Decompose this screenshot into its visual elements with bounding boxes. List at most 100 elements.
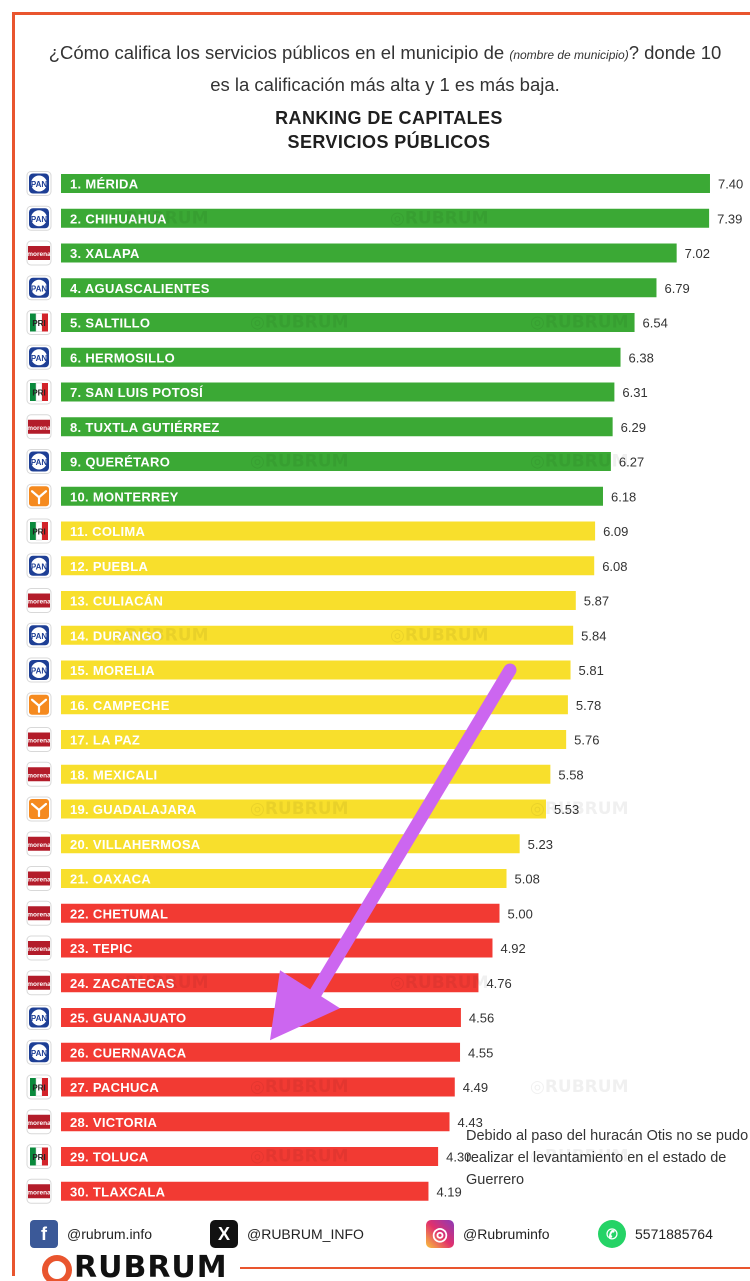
bar-category-label: 11. COLIMA — [70, 524, 146, 539]
rubrum-watermark: ◎RUBRUM — [250, 1147, 349, 1167]
bar-value-label: 4.92 — [500, 941, 525, 956]
bar — [61, 486, 603, 506]
rubrum-watermark: ◎RUBRUM — [530, 313, 629, 333]
morena-logo-icon — [28, 593, 50, 608]
bar-value-label: 6.79 — [664, 281, 689, 296]
pri-green-icon — [30, 313, 36, 332]
bar — [61, 278, 657, 298]
bar-category-label: 23. TEPIC — [70, 941, 133, 956]
ranking-bar-chart: 1. MÉRIDA 7.40 PAN 2. CHIHUAHUA 7.39 PAN 3. XA… — [26, 171, 743, 1204]
bar — [61, 452, 611, 471]
pan-circle-icon — [31, 557, 47, 574]
bar — [61, 625, 574, 645]
bar-value-label: 4.55 — [468, 1045, 493, 1060]
bar-value-label: 6.18 — [611, 489, 636, 504]
bar — [61, 591, 576, 610]
morena-logo-icon — [28, 906, 50, 921]
morena-logo-icon — [28, 871, 50, 886]
pan-letters-icon: PAN — [31, 667, 48, 676]
bar — [61, 1147, 439, 1166]
morena-letters-icon: morena — [27, 877, 51, 884]
bar — [61, 1112, 450, 1132]
question-municipio-note: (nombre de municipio) — [509, 48, 629, 62]
bar-category-label: 24. ZACATECAS — [70, 976, 175, 991]
pan-circle-icon — [31, 210, 47, 227]
bar-category-label: 25. GUANAJUATO — [70, 1011, 186, 1026]
pan-circle-icon — [31, 279, 47, 296]
bar — [61, 764, 551, 784]
bar — [61, 382, 615, 402]
morena-logo-icon — [28, 836, 50, 851]
mc-eagle-icon — [30, 698, 48, 713]
rubrum-watermark: ◎RUBRUM — [250, 1077, 349, 1097]
pri-letters-icon: PRI — [32, 1153, 45, 1162]
instagram-icon: ◎ — [426, 1220, 454, 1248]
bar — [61, 660, 571, 680]
morena-letters-icon: morena — [27, 981, 51, 988]
bar-value-label: 4.19 — [436, 1184, 461, 1199]
bar-value-label: 7.40 — [718, 177, 743, 192]
bar-category-label: 30. TLAXCALA — [70, 1184, 166, 1199]
morena-letters-icon: morena — [27, 1189, 51, 1196]
morena-logo-icon — [28, 941, 50, 955]
morena-letters-icon: morena — [27, 599, 51, 606]
bar-category-label: 7. SAN LUIS POTOSÍ — [70, 385, 203, 400]
facebook-contact[interactable]: f @rubrum.info — [30, 1219, 152, 1249]
morena-logo-icon — [28, 419, 50, 434]
bar-value-label: 6.27 — [619, 455, 644, 470]
bottom-border — [240, 1267, 750, 1269]
morena-logo-icon — [28, 246, 50, 260]
bar — [61, 556, 595, 576]
pri-letters-icon: PRI — [32, 319, 45, 328]
rubrum-watermark: ◎RUBRUM — [110, 625, 209, 645]
pri-green-icon — [30, 383, 36, 401]
facebook-handle: @rubrum.info — [67, 1226, 153, 1242]
x-icon: X — [210, 1220, 238, 1248]
pan-circle-icon — [31, 349, 47, 366]
bar — [61, 903, 500, 923]
morena-logo-icon — [28, 975, 50, 990]
rubrum-watermark: ◎RUBRUM — [530, 1077, 629, 1097]
morena-letters-icon: morena — [27, 738, 51, 745]
bar-value-label: 5.00 — [508, 906, 533, 921]
bar — [61, 1008, 461, 1027]
pan-circle-icon — [31, 1009, 47, 1026]
rubrum-watermark: ◎RUBRUM — [530, 1147, 629, 1167]
bar-category-label: 2. CHIHUAHUA — [70, 211, 167, 226]
bar-category-label: 19. GUADALAJARA — [70, 802, 197, 817]
question-part-1: ¿Cómo califica los servicios públicos en… — [48, 42, 510, 63]
logo-ring-icon — [42, 1255, 72, 1281]
rubrum-watermark: ◎RUBRUM — [110, 973, 209, 993]
instagram-contact[interactable]: ◎ @Rubruminfo — [426, 1219, 550, 1249]
pan-circle-icon — [31, 1044, 47, 1061]
pan-letters-icon: PAN — [31, 458, 48, 467]
highlight-arrow-shaft — [308, 663, 517, 1001]
bar-value-label: 7.39 — [717, 211, 742, 226]
question-part-2: ? donde 10 es la calificación más alta y… — [210, 42, 722, 95]
bar — [61, 208, 710, 228]
bar-value-label: 4.43 — [458, 1115, 483, 1130]
bar-value-label: 4.30 — [446, 1150, 471, 1165]
morena-letters-icon: morena — [27, 772, 51, 779]
bar-value-label: 5.81 — [579, 663, 604, 678]
bar-category-label: 8. TUXTLA GUTIÉRREZ — [70, 420, 220, 435]
pan-letters-icon: PAN — [31, 215, 48, 224]
pri-letters-icon: PRI — [32, 389, 45, 398]
bar-value-label: 5.58 — [558, 767, 583, 782]
whatsapp-contact[interactable]: ✆ 5571885764 — [598, 1219, 713, 1249]
morena-logo-icon — [28, 767, 50, 782]
pri-green-icon — [30, 1078, 36, 1096]
x-contact[interactable]: X @RUBRUM_INFO — [210, 1219, 364, 1249]
pan-letters-icon: PAN — [31, 1049, 48, 1058]
bar — [61, 1077, 455, 1097]
x-handle: @RUBRUM_INFO — [247, 1226, 364, 1242]
bar-value-label: 6.29 — [621, 420, 646, 435]
bar-value-label: 4.76 — [486, 976, 511, 991]
morena-letters-icon: morena — [27, 911, 51, 918]
pan-letters-icon: PAN — [31, 632, 48, 641]
bar-category-label: 22. CHETUMAL — [70, 906, 168, 921]
morena-logo-icon — [28, 1114, 50, 1129]
morena-letters-icon: morena — [27, 1120, 51, 1127]
bar-value-label: 5.84 — [581, 628, 606, 643]
pan-circle-icon — [31, 453, 47, 470]
